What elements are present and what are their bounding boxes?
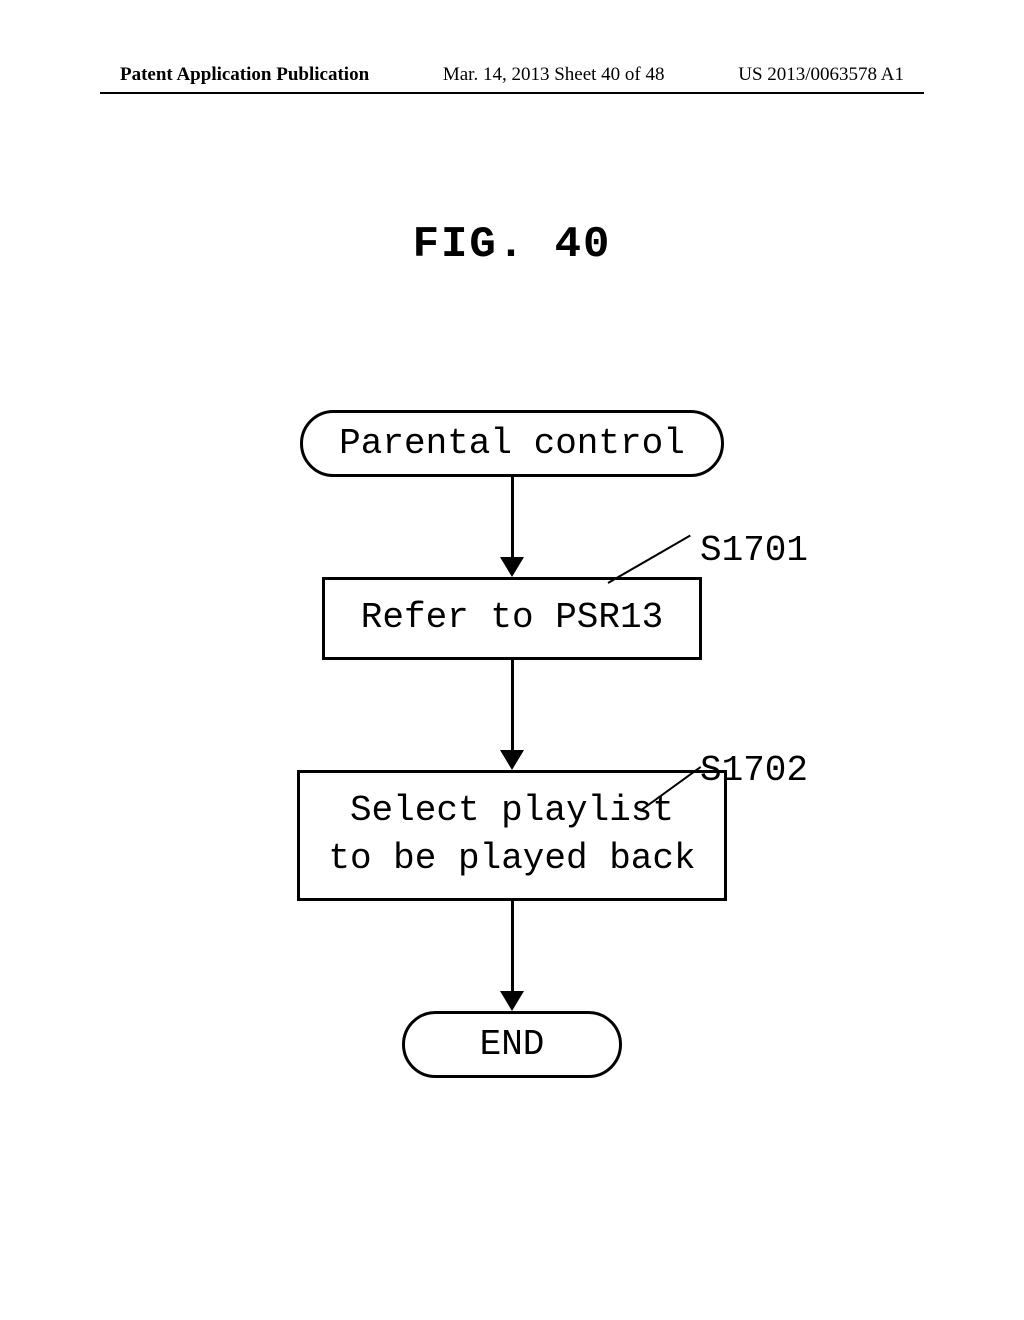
- node-s2: Select playlistto be played back: [297, 770, 726, 901]
- figure-title: FIG. 40: [0, 220, 1024, 270]
- step-label-s1702: S1702: [700, 750, 808, 791]
- node-end: END: [402, 1011, 622, 1078]
- header-left: Patent Application Publication: [120, 64, 369, 86]
- arrow-s2-to-end: [500, 901, 524, 1011]
- page: Patent Application Publication Mar. 14, …: [0, 0, 1024, 1320]
- node-s1: Refer to PSR13: [322, 577, 702, 660]
- node-start: Parental control: [300, 410, 724, 477]
- flowchart: Parental control Refer to PSR13 Select pla…: [0, 410, 1024, 1078]
- header-rule: [100, 92, 924, 94]
- arrow-s1-to-s2: [500, 660, 524, 770]
- step-label-s1701: S1701: [700, 530, 808, 571]
- page-header: Patent Application Publication Mar. 14, …: [0, 64, 1024, 86]
- header-right: US 2013/0063578 A1: [738, 64, 904, 86]
- header-mid: Mar. 14, 2013 Sheet 40 of 48: [443, 64, 665, 86]
- arrow-start-to-s1: [500, 477, 524, 577]
